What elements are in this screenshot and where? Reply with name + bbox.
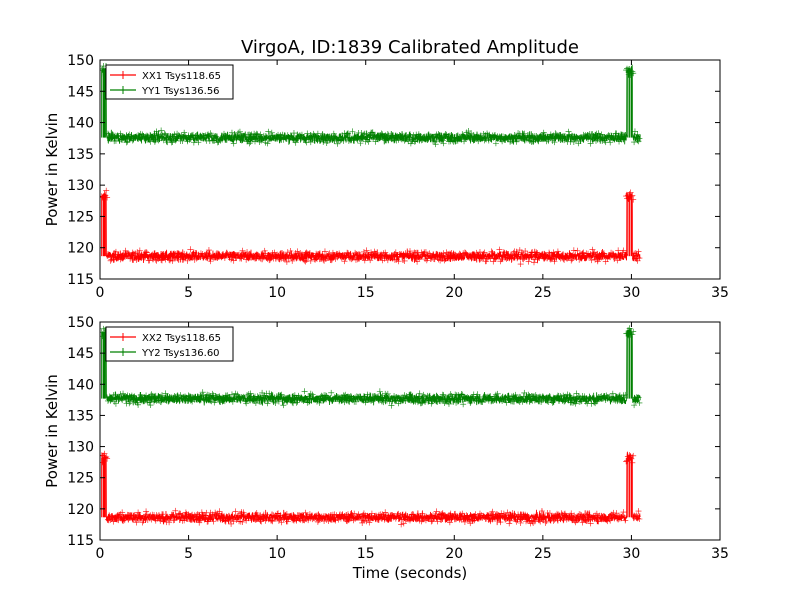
x-tick-label: 30	[623, 285, 641, 301]
series-markers	[100, 450, 643, 528]
series-1-2	[100, 63, 643, 148]
y-tick-label: 145	[67, 84, 94, 100]
x-axis-label: Time (seconds)	[352, 564, 468, 582]
axes-frame	[99, 59, 721, 280]
y-tick-label: 135	[67, 408, 94, 424]
y-axis-label: Power in Kelvin	[43, 113, 61, 227]
plot-area	[100, 325, 643, 528]
y-tick-label: 125	[67, 209, 94, 225]
x-tick-label: 35	[711, 285, 729, 301]
y-tick-label: 120	[67, 241, 94, 257]
x-tick-label: 30	[623, 546, 641, 562]
plot-area	[100, 63, 643, 268]
series-markers	[100, 325, 643, 409]
x-tick-label: 0	[96, 285, 105, 301]
legend-label: YY2 Tsys136.60	[141, 348, 220, 359]
top-panel: 0 5 10 15 20 25 30 35 115 120 125 130 135 140 145 150 Po…	[43, 53, 729, 301]
y-axis-label: Power in Kelvin	[43, 374, 61, 488]
y-tick-label: 130	[67, 178, 94, 194]
y-tick-label: 125	[67, 471, 94, 487]
series-2-2	[100, 325, 643, 409]
x-tick-label: 15	[357, 546, 375, 562]
y-tick-label: 115	[67, 272, 94, 288]
x-tick-label: 20	[445, 546, 463, 562]
y-tick-label: 150	[67, 315, 94, 331]
legend-box	[105, 64, 234, 100]
x-tick-label: 10	[268, 285, 286, 301]
series-markers	[100, 63, 643, 148]
y-tick-label: 140	[67, 377, 94, 393]
y-tick-label: 140	[67, 116, 94, 132]
x-tick-label: 35	[711, 546, 729, 562]
x-tick-label: 10	[268, 546, 286, 562]
legend: XX2 Tsys118.65 YY2 Tsys136.60	[105, 326, 234, 362]
legend: XX1 Tsys118.65 YY1 Tsys136.56	[105, 64, 234, 100]
series-markers	[100, 187, 643, 268]
x-tick-label: 0	[96, 546, 105, 562]
x-tick-label: 5	[184, 285, 193, 301]
x-tick-label: 25	[534, 546, 552, 562]
x-tick-label: 25	[534, 285, 552, 301]
series-1-1	[100, 187, 643, 268]
legend-label: YY1 Tsys136.56	[141, 86, 220, 97]
series-2-1	[100, 450, 643, 528]
y-tick-label: 120	[67, 502, 94, 518]
x-tick-label: 15	[357, 285, 375, 301]
chart-title: VirgoA, ID:1839 Calibrated Amplitude	[241, 37, 579, 58]
y-tick-label: 135	[67, 147, 94, 163]
y-tick-label: 145	[67, 346, 94, 362]
legend-box	[105, 326, 234, 362]
y-tick-label: 115	[67, 533, 94, 549]
axes-frame	[99, 321, 721, 541]
y-tick-label: 150	[67, 53, 94, 69]
x-tick-label: 20	[445, 285, 463, 301]
bottom-panel: 0 5 10 15 20 25 30 35 115 120 125 130 135 140 145 150 Po…	[43, 315, 729, 562]
legend-label: XX2 Tsys118.65	[142, 333, 221, 344]
legend-label: XX1 Tsys118.65	[142, 71, 221, 82]
y-tick-label: 130	[67, 440, 94, 456]
x-tick-label: 5	[184, 546, 193, 562]
